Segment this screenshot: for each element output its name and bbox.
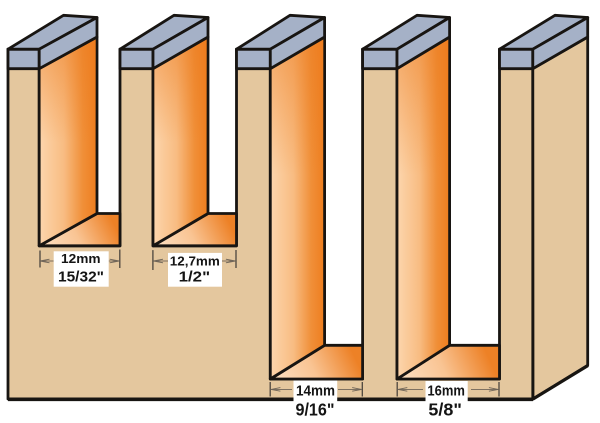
svg-text:1/2": 1/2": [179, 269, 211, 285]
svg-text:12,7mm: 12,7mm: [170, 254, 220, 269]
svg-text:12mm: 12mm: [61, 251, 101, 266]
svg-text:15/32": 15/32": [58, 269, 104, 285]
svg-text:9/16": 9/16": [296, 399, 335, 419]
svg-text:14mm: 14mm: [296, 382, 335, 399]
svg-text:16mm: 16mm: [427, 382, 465, 399]
svg-text:5/8": 5/8": [428, 399, 462, 419]
